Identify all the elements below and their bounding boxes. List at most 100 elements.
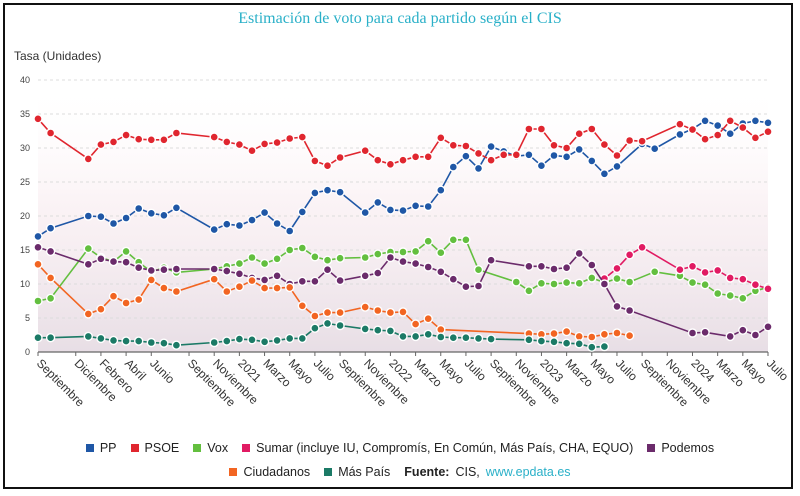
- data-point[interactable]: [687, 328, 698, 338]
- data-point[interactable]: [209, 132, 219, 142]
- data-point[interactable]: [473, 163, 484, 174]
- data-point[interactable]: [247, 145, 257, 156]
- data-point[interactable]: [398, 155, 408, 165]
- data-point[interactable]: [725, 128, 735, 139]
- data-point[interactable]: [398, 331, 408, 342]
- data-point[interactable]: [322, 307, 333, 318]
- data-point[interactable]: [536, 336, 547, 346]
- data-point[interactable]: [247, 335, 257, 345]
- data-point[interactable]: [738, 325, 748, 335]
- data-point[interactable]: [322, 160, 333, 171]
- data-point[interactable]: [133, 134, 144, 144]
- data-point[interactable]: [410, 258, 421, 269]
- data-point[interactable]: [700, 280, 710, 290]
- data-point[interactable]: [83, 331, 94, 342]
- data-point[interactable]: [108, 335, 119, 346]
- data-point[interactable]: [574, 278, 584, 288]
- data-point[interactable]: [272, 218, 282, 229]
- data-point[interactable]: [599, 169, 610, 179]
- data-point[interactable]: [624, 277, 635, 287]
- data-point[interactable]: [96, 304, 106, 314]
- data-point[interactable]: [360, 207, 370, 218]
- data-point[interactable]: [373, 249, 383, 259]
- data-point[interactable]: [133, 263, 144, 273]
- legend-item[interactable]: Vox: [193, 441, 228, 455]
- data-point[interactable]: [310, 188, 320, 198]
- data-point[interactable]: [310, 156, 320, 166]
- source-link[interactable]: www.epdata.es: [485, 465, 571, 479]
- data-point[interactable]: [423, 314, 433, 324]
- data-point[interactable]: [524, 124, 534, 134]
- data-point[interactable]: [713, 288, 723, 299]
- data-point[interactable]: [297, 276, 307, 286]
- data-point[interactable]: [159, 265, 169, 275]
- data-point[interactable]: [335, 152, 345, 163]
- data-point[interactable]: [637, 136, 647, 146]
- data-point[interactable]: [33, 296, 43, 306]
- data-point[interactable]: [587, 342, 597, 352]
- data-point[interactable]: [561, 326, 572, 337]
- data-point[interactable]: [612, 161, 622, 172]
- data-point[interactable]: [247, 215, 257, 225]
- data-point[interactable]: [750, 330, 761, 340]
- data-point[interactable]: [461, 151, 471, 161]
- data-point[interactable]: [360, 252, 370, 263]
- data-point[interactable]: [410, 246, 421, 257]
- data-point[interactable]: [549, 328, 559, 339]
- data-point[interactable]: [222, 286, 232, 297]
- data-point[interactable]: [335, 307, 345, 318]
- data-point[interactable]: [259, 283, 270, 293]
- data-point[interactable]: [410, 152, 421, 162]
- data-point[interactable]: [599, 139, 610, 150]
- data-point[interactable]: [234, 139, 245, 150]
- data-point[interactable]: [549, 279, 559, 289]
- data-point[interactable]: [725, 290, 735, 301]
- data-point[interactable]: [473, 281, 484, 291]
- data-point[interactable]: [486, 141, 496, 152]
- data-point[interactable]: [599, 341, 610, 352]
- data-point[interactable]: [561, 263, 572, 273]
- data-point[interactable]: [285, 226, 295, 236]
- data-point[interactable]: [335, 187, 345, 197]
- data-point[interactable]: [587, 124, 597, 134]
- data-point[interactable]: [700, 116, 710, 126]
- data-point[interactable]: [96, 254, 106, 264]
- data-point[interactable]: [297, 243, 307, 253]
- data-point[interactable]: [750, 116, 761, 126]
- data-point[interactable]: [171, 128, 182, 138]
- data-point[interactable]: [536, 278, 547, 288]
- data-point[interactable]: [687, 124, 698, 135]
- data-point[interactable]: [108, 137, 119, 147]
- data-point[interactable]: [536, 160, 547, 171]
- data-point[interactable]: [373, 305, 383, 316]
- data-point[interactable]: [45, 333, 56, 343]
- data-point[interactable]: [650, 143, 660, 154]
- data-point[interactable]: [33, 333, 43, 343]
- data-point[interactable]: [750, 133, 761, 143]
- data-point[interactable]: [486, 334, 496, 344]
- data-point[interactable]: [373, 268, 383, 278]
- data-point[interactable]: [524, 335, 534, 345]
- data-point[interactable]: [322, 255, 333, 265]
- data-point[interactable]: [234, 258, 245, 269]
- data-point[interactable]: [624, 331, 635, 341]
- data-point[interactable]: [310, 311, 320, 321]
- data-point[interactable]: [700, 267, 710, 278]
- data-point[interactable]: [624, 250, 635, 260]
- data-point[interactable]: [259, 258, 270, 269]
- data-point[interactable]: [209, 337, 219, 348]
- data-point[interactable]: [511, 150, 521, 160]
- data-point[interactable]: [587, 332, 597, 342]
- data-point[interactable]: [461, 333, 471, 343]
- data-point[interactable]: [209, 264, 219, 274]
- data-point[interactable]: [436, 332, 446, 342]
- legend-item[interactable]: Ciudadanos: [229, 465, 310, 479]
- data-point[interactable]: [45, 273, 56, 283]
- data-point[interactable]: [272, 335, 282, 346]
- data-point[interactable]: [108, 256, 119, 267]
- data-point[interactable]: [121, 257, 131, 267]
- data-point[interactable]: [234, 269, 245, 279]
- data-point[interactable]: [45, 246, 56, 257]
- data-point[interactable]: [159, 135, 169, 145]
- data-point[interactable]: [83, 243, 94, 254]
